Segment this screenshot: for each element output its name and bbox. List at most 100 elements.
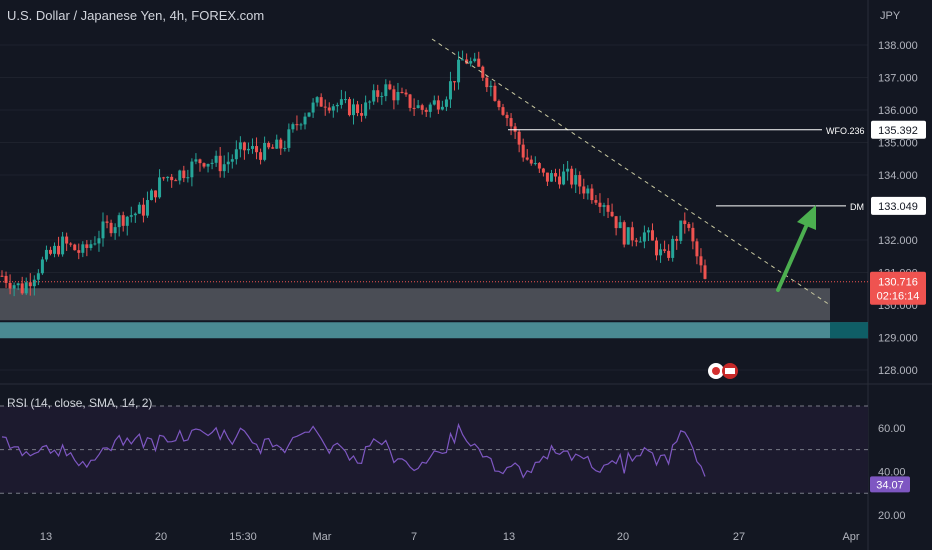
- time-tick: 20: [155, 531, 167, 543]
- candle-body: [335, 104, 339, 107]
- candle-body: [202, 163, 206, 167]
- candle-body: [214, 155, 218, 163]
- candle-body: [650, 230, 654, 241]
- wfo-level-label: WFO.236: [826, 126, 865, 136]
- candle-body: [388, 84, 392, 90]
- candle-body: [40, 259, 44, 274]
- candle-body: [566, 168, 570, 172]
- candle-body: [299, 124, 303, 126]
- candle-body: [481, 66, 485, 78]
- candle-body: [226, 161, 230, 165]
- candle-body: [182, 170, 186, 179]
- candle-body: [453, 81, 457, 83]
- wfo-price-value: 135.392: [878, 125, 918, 137]
- price-tick: 128.000: [878, 365, 918, 377]
- candle-body: [331, 106, 335, 111]
- candle-body: [149, 190, 153, 201]
- candle-body: [610, 211, 614, 217]
- candle-body: [259, 152, 263, 160]
- candle-body: [93, 243, 97, 245]
- candle-body: [291, 124, 295, 130]
- candle-body: [416, 105, 420, 109]
- candle-body: [400, 91, 404, 93]
- last-price-value: 130.716: [878, 277, 918, 289]
- candle-body: [77, 250, 81, 253]
- candle-body: [206, 163, 210, 167]
- candle-body: [380, 96, 384, 98]
- candle-body: [578, 175, 582, 187]
- candle-body: [271, 147, 275, 149]
- target-arrow-head: [797, 205, 816, 230]
- candle-body: [319, 97, 323, 107]
- candle-body: [473, 58, 477, 62]
- demand-zone-extension: [830, 322, 868, 339]
- candle-body: [638, 241, 642, 243]
- dm-price-tag: [871, 196, 926, 215]
- candle-body: [356, 104, 360, 114]
- price-tick: 134.000: [878, 170, 918, 182]
- candle-body: [44, 249, 48, 260]
- candle-body: [505, 114, 509, 119]
- candle-body: [469, 61, 473, 64]
- candle-body: [16, 283, 20, 286]
- candle-body: [703, 265, 707, 279]
- candle-body: [448, 81, 452, 100]
- candle-body: [20, 283, 24, 294]
- candle-body: [279, 139, 283, 149]
- candle-body: [311, 102, 315, 113]
- candle-body: [255, 146, 259, 153]
- candle-body: [347, 99, 351, 116]
- candle-body: [465, 59, 469, 64]
- candle-body: [541, 168, 545, 173]
- candle-body: [125, 216, 129, 226]
- candle-body: [158, 177, 162, 198]
- demand-zone: [0, 322, 868, 339]
- last-price-tag: [870, 271, 926, 305]
- rsi-value-tag: [870, 476, 910, 493]
- candle-body: [570, 168, 574, 185]
- rsi-tick: 60.00: [878, 423, 906, 435]
- candle-body: [8, 282, 12, 289]
- candle-body: [671, 238, 675, 258]
- bar-countdown: 02:16:14: [877, 291, 920, 303]
- candle-body: [121, 215, 125, 226]
- target-arrow-shaft: [776, 220, 810, 292]
- candle-body: [28, 282, 32, 287]
- candle-body: [687, 224, 691, 228]
- time-tick: 13: [40, 531, 52, 543]
- candle-body: [32, 279, 36, 287]
- time-tick: 7: [411, 531, 417, 543]
- candle-body: [154, 190, 158, 198]
- price-tick: 129.000: [878, 333, 918, 345]
- candle-body: [602, 205, 606, 207]
- candle-body: [24, 282, 28, 294]
- candle-body: [364, 102, 368, 116]
- candle-body: [141, 204, 145, 216]
- candle-body: [137, 204, 141, 214]
- candle-body: [501, 107, 505, 115]
- candle-body: [190, 161, 194, 178]
- time-tick: Apr: [842, 531, 859, 543]
- candle-body: [489, 85, 493, 88]
- candle-body: [424, 109, 428, 112]
- candle-body: [432, 100, 436, 105]
- rsi-tick: 20.00: [878, 510, 906, 522]
- candle-body: [246, 148, 250, 151]
- dm-price-value: 133.049: [878, 201, 918, 213]
- candle-body: [65, 236, 69, 244]
- candle-body: [36, 273, 40, 280]
- candle-body: [360, 113, 364, 116]
- candle-body: [97, 238, 101, 244]
- support-zone: [0, 288, 830, 321]
- candle-body: [457, 59, 461, 83]
- candle-body: [626, 227, 630, 245]
- candle-body: [267, 142, 271, 148]
- candle-body: [242, 142, 246, 151]
- price-tick: 138.000: [878, 40, 918, 52]
- candle-body: [562, 171, 566, 185]
- candle-body: [606, 205, 610, 212]
- candle-body: [513, 126, 517, 132]
- candle-body: [485, 77, 489, 88]
- candle-body: [667, 250, 671, 258]
